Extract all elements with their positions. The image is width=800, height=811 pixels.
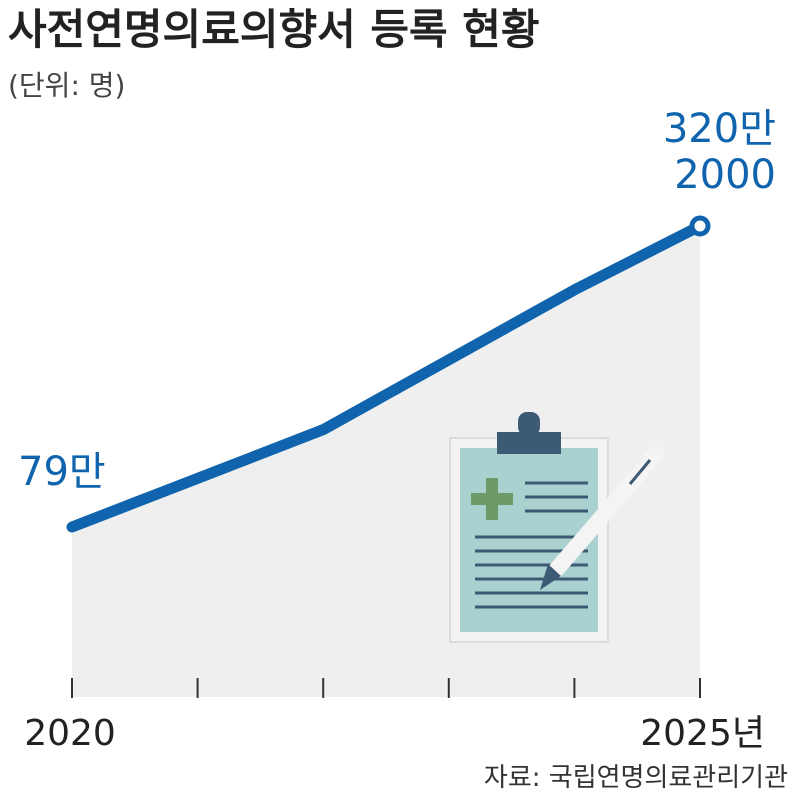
value-label: 320만 2000: [662, 106, 776, 198]
line: [66, 220, 706, 533]
source: 자료: 국립연명의료관리기관: [483, 763, 788, 793]
chart-subtitle: (단위: 명): [8, 69, 126, 102]
value-label: 79만: [18, 449, 106, 495]
chart-title: 사전연명의료의향서 등록 현황: [8, 5, 540, 54]
end-point: [689, 215, 711, 237]
x-tick-label: 2020: [24, 713, 116, 754]
x-tick-label: 2025년: [640, 713, 765, 754]
clipboard-illustration: [449, 412, 664, 643]
